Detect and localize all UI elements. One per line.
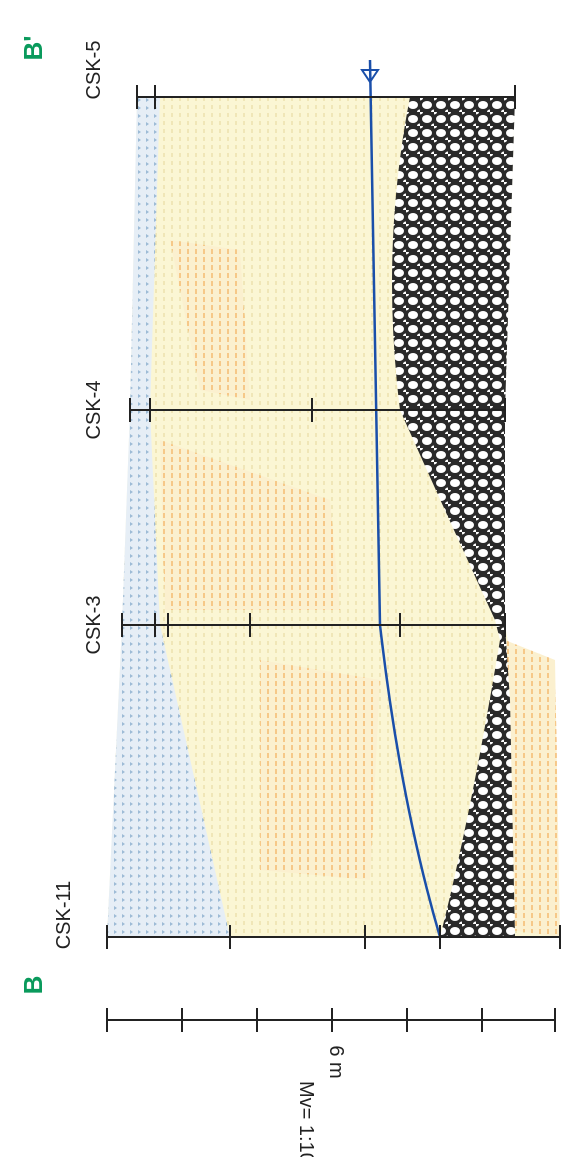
borehole-label: CSK-5 <box>83 41 105 100</box>
section-end-label: B' <box>18 36 48 61</box>
borehole-label: CSK-4 <box>83 381 105 440</box>
scale-bar-label: 6 m <box>325 1045 347 1078</box>
silt-lens <box>260 660 380 880</box>
borehole-label: CSK-11 <box>53 881 75 950</box>
borehole-label: CSK-3 <box>83 596 105 655</box>
cross-section: B' B CSK-5 CSK-4 CSK-3 CSK-11 6 m Mv= 1:… <box>0 0 562 1157</box>
section-start-label: B <box>18 976 48 995</box>
scale-bar <box>107 1008 555 1032</box>
layers <box>107 97 560 937</box>
scale-label: Mv= 1:100 <box>295 1081 317 1157</box>
